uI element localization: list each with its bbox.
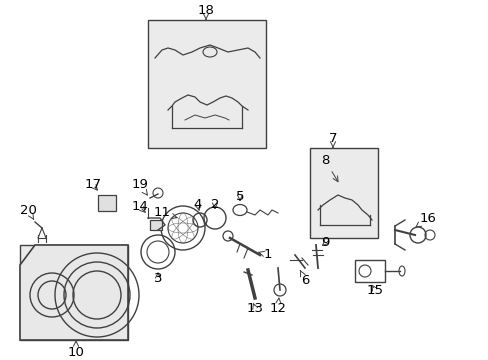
Text: 18: 18 bbox=[197, 4, 214, 19]
Text: 11: 11 bbox=[153, 207, 177, 220]
Text: 17: 17 bbox=[84, 179, 102, 192]
Text: 13: 13 bbox=[246, 302, 263, 315]
Text: 4: 4 bbox=[193, 198, 202, 211]
Text: 15: 15 bbox=[366, 284, 383, 297]
Bar bbox=[20, 245, 128, 340]
Text: 6: 6 bbox=[300, 271, 308, 287]
Bar bbox=[98, 195, 116, 211]
Text: 1: 1 bbox=[258, 248, 272, 261]
Bar bbox=[150, 220, 162, 230]
Text: 5: 5 bbox=[235, 190, 244, 203]
Text: 2: 2 bbox=[210, 198, 219, 211]
Polygon shape bbox=[20, 245, 128, 340]
Text: 14: 14 bbox=[131, 201, 148, 213]
Text: 8: 8 bbox=[320, 153, 337, 182]
Bar bbox=[148, 20, 265, 148]
Text: 19: 19 bbox=[131, 179, 148, 195]
Text: 7: 7 bbox=[328, 131, 337, 147]
Text: 12: 12 bbox=[269, 298, 286, 315]
Text: 20: 20 bbox=[20, 203, 37, 219]
Text: 9: 9 bbox=[320, 237, 328, 249]
Bar bbox=[309, 148, 377, 238]
Text: 3: 3 bbox=[153, 271, 162, 284]
Text: 16: 16 bbox=[415, 211, 436, 227]
Bar bbox=[354, 260, 384, 282]
Text: 10: 10 bbox=[67, 341, 84, 359]
